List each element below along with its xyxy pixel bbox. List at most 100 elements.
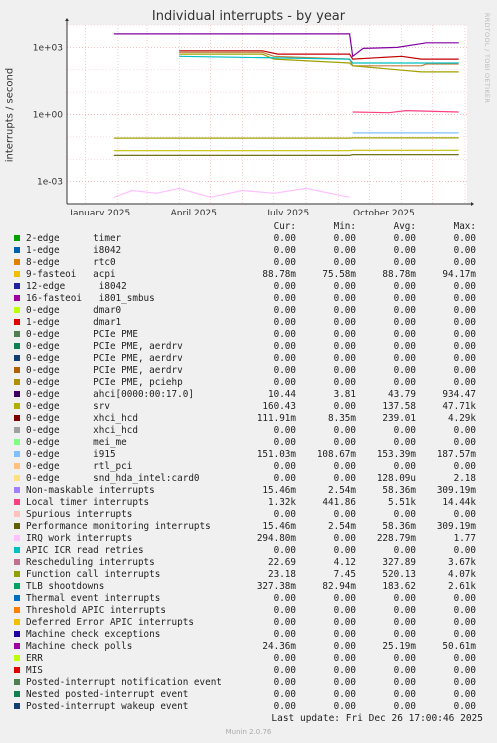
legend-cur: 151.03m xyxy=(256,449,296,460)
legend-swatch xyxy=(14,547,20,553)
legend-swatch xyxy=(14,691,20,697)
legend-swatch xyxy=(14,319,20,325)
legend-avg: 0.00 xyxy=(393,305,416,316)
legend-avg: 58.36m xyxy=(382,485,416,496)
legend-max: 0.00 xyxy=(453,377,476,388)
legend-min: 0.00 xyxy=(333,629,356,640)
legend-max: 0.00 xyxy=(453,233,476,244)
legend-cur: 0.00 xyxy=(273,377,296,388)
legend-label: Nested posted-interrupt event xyxy=(26,689,189,700)
series-line xyxy=(113,33,459,58)
series-line xyxy=(179,55,459,64)
legend-row: 16-fasteoi i801_smbus 0.00 0.00 0.00 0.00 xyxy=(0,293,497,305)
legend-swatch xyxy=(14,343,20,349)
legend-label: 0-edge PCIe PME, aerdrv xyxy=(26,365,183,376)
legend-max: 0.00 xyxy=(453,425,476,436)
legend-label: 0-edge mei_me xyxy=(26,437,127,448)
legend-row: Rescheduling interrupts 22.69 4.12 327.89 3.… xyxy=(0,557,497,569)
legend-avg: 0.00 xyxy=(393,677,416,688)
legend-row: Performance monitoring interrupts 15.46m 2… xyxy=(0,521,497,533)
legend-row: 0-edge xhci_hcd 0.00 0.00 0.00 0.00 xyxy=(0,425,497,437)
legend-label: 0-edge PCIe PME, pciehp xyxy=(26,377,183,388)
legend-row: 0-edge PCIe PME, aerdrv 0.00 0.00 0.00 0.00 xyxy=(0,365,497,377)
legend-label: Threshold APIC interrupts xyxy=(26,605,166,616)
legend-max: 0.00 xyxy=(453,341,476,352)
legend-cur: 0.00 xyxy=(273,281,296,292)
legend-swatch xyxy=(14,451,20,457)
legend-max: 0.00 xyxy=(453,677,476,688)
legend-row: Machine check polls 24.36m 0.00 25.19m 50.61… xyxy=(0,641,497,653)
legend-avg: 58.36m xyxy=(382,521,416,532)
legend-swatch xyxy=(14,619,20,625)
legend-min: 0.00 xyxy=(333,341,356,352)
legend-swatch xyxy=(14,271,20,277)
series-line xyxy=(352,109,459,114)
legend-min: 0.00 xyxy=(333,353,356,364)
legend-max: 0.00 xyxy=(453,305,476,316)
legend-label: 0-edge srv xyxy=(26,401,110,412)
legend-label: 2-edge timer xyxy=(26,233,122,244)
legend-label: 0-edge PCIe PME, aerdrv xyxy=(26,353,183,364)
legend-row: Thermal event interrupts 0.00 0.00 0.00 0.00 xyxy=(0,593,497,605)
legend-label: 0-edge snd_hda_intel:card0 xyxy=(26,473,200,484)
legend-min: 0.00 xyxy=(333,329,356,340)
legend-avg: 520.13 xyxy=(382,569,416,580)
legend-min: 0.00 xyxy=(333,653,356,664)
legend-label: ERR xyxy=(26,653,43,664)
legend-max: 2.18 xyxy=(453,473,476,484)
legend-avg: 0.00 xyxy=(393,689,416,700)
legend-row: 12-edge i8042 0.00 0.00 0.00 0.00 xyxy=(0,281,497,293)
legend-max: 0.00 xyxy=(453,293,476,304)
legend-avg: 0.00 xyxy=(393,461,416,472)
x-tick-label: April 2025 xyxy=(171,209,217,215)
legend-row: 0-edge PCIe PME 0.00 0.00 0.00 0.00 xyxy=(0,329,497,341)
legend-row: 0-edge mei_me 0.00 0.00 0.00 0.00 xyxy=(0,437,497,449)
legend-avg: 0.00 xyxy=(393,233,416,244)
legend-max: 3.67k xyxy=(448,557,476,568)
legend-cur: 0.00 xyxy=(273,353,296,364)
legend-max: 309.19m xyxy=(436,485,476,496)
x-tick-label: July 2025 xyxy=(266,209,309,215)
legend-max: 47.71k xyxy=(442,401,476,412)
y-axis-arrow xyxy=(65,18,69,21)
legend-min: 0.00 xyxy=(333,293,356,304)
legend-avg: 0.00 xyxy=(393,593,416,604)
legend-swatch xyxy=(14,439,20,445)
legend-min: 0.00 xyxy=(333,605,356,616)
legend-swatch xyxy=(14,391,20,397)
legend-row: Spurious interrupts 0.00 0.00 0.00 0.00 xyxy=(0,509,497,521)
legend-cur: 0.00 xyxy=(273,461,296,472)
chart-title: Individual interrupts - by year xyxy=(151,9,346,24)
legend-avg: 0.00 xyxy=(393,617,416,628)
legend-max: 4.07k xyxy=(448,569,476,580)
legend-min: 0.00 xyxy=(333,401,356,412)
legend-cur: 0.00 xyxy=(273,701,296,712)
legend-min: 2.54m xyxy=(328,485,356,496)
legend-row: 0-edge rtl_pci 0.00 0.00 0.00 0.00 xyxy=(0,461,497,473)
last-update: Last update: Fri Dec 26 17:00:46 2025 xyxy=(271,713,483,724)
legend-swatch xyxy=(14,475,20,481)
header-avg: Avg: xyxy=(393,221,416,232)
legend-row: Nested posted-interrupt event 0.00 0.00 0.0… xyxy=(0,689,497,701)
legend-max: 187.57m xyxy=(436,449,476,460)
legend-max: 0.00 xyxy=(453,365,476,376)
legend-min: 0.00 xyxy=(333,377,356,388)
legend-swatch xyxy=(14,607,20,613)
legend-min: 0.00 xyxy=(333,677,356,688)
legend-swatch xyxy=(14,667,20,673)
legend-cur: 111.91m xyxy=(256,413,296,424)
header-min: Min: xyxy=(333,221,356,232)
legend-label: 0-edge xhci_hcd xyxy=(26,413,138,424)
legend-label: Thermal event interrupts xyxy=(26,593,161,604)
legend-swatch xyxy=(14,511,20,517)
legend-cur: 0.00 xyxy=(273,365,296,376)
legend-row: Threshold APIC interrupts 0.00 0.00 0.00 0.0… xyxy=(0,605,497,617)
legend-avg: 0.00 xyxy=(393,317,416,328)
legend-max: 0.00 xyxy=(453,605,476,616)
x-tick-label: January 2025 xyxy=(69,209,130,215)
legend-max: 4.29k xyxy=(448,413,476,424)
legend-swatch xyxy=(14,247,20,253)
legend-max: 0.00 xyxy=(453,461,476,472)
legend-cur: 15.46m xyxy=(262,521,296,532)
series-line xyxy=(113,187,350,198)
